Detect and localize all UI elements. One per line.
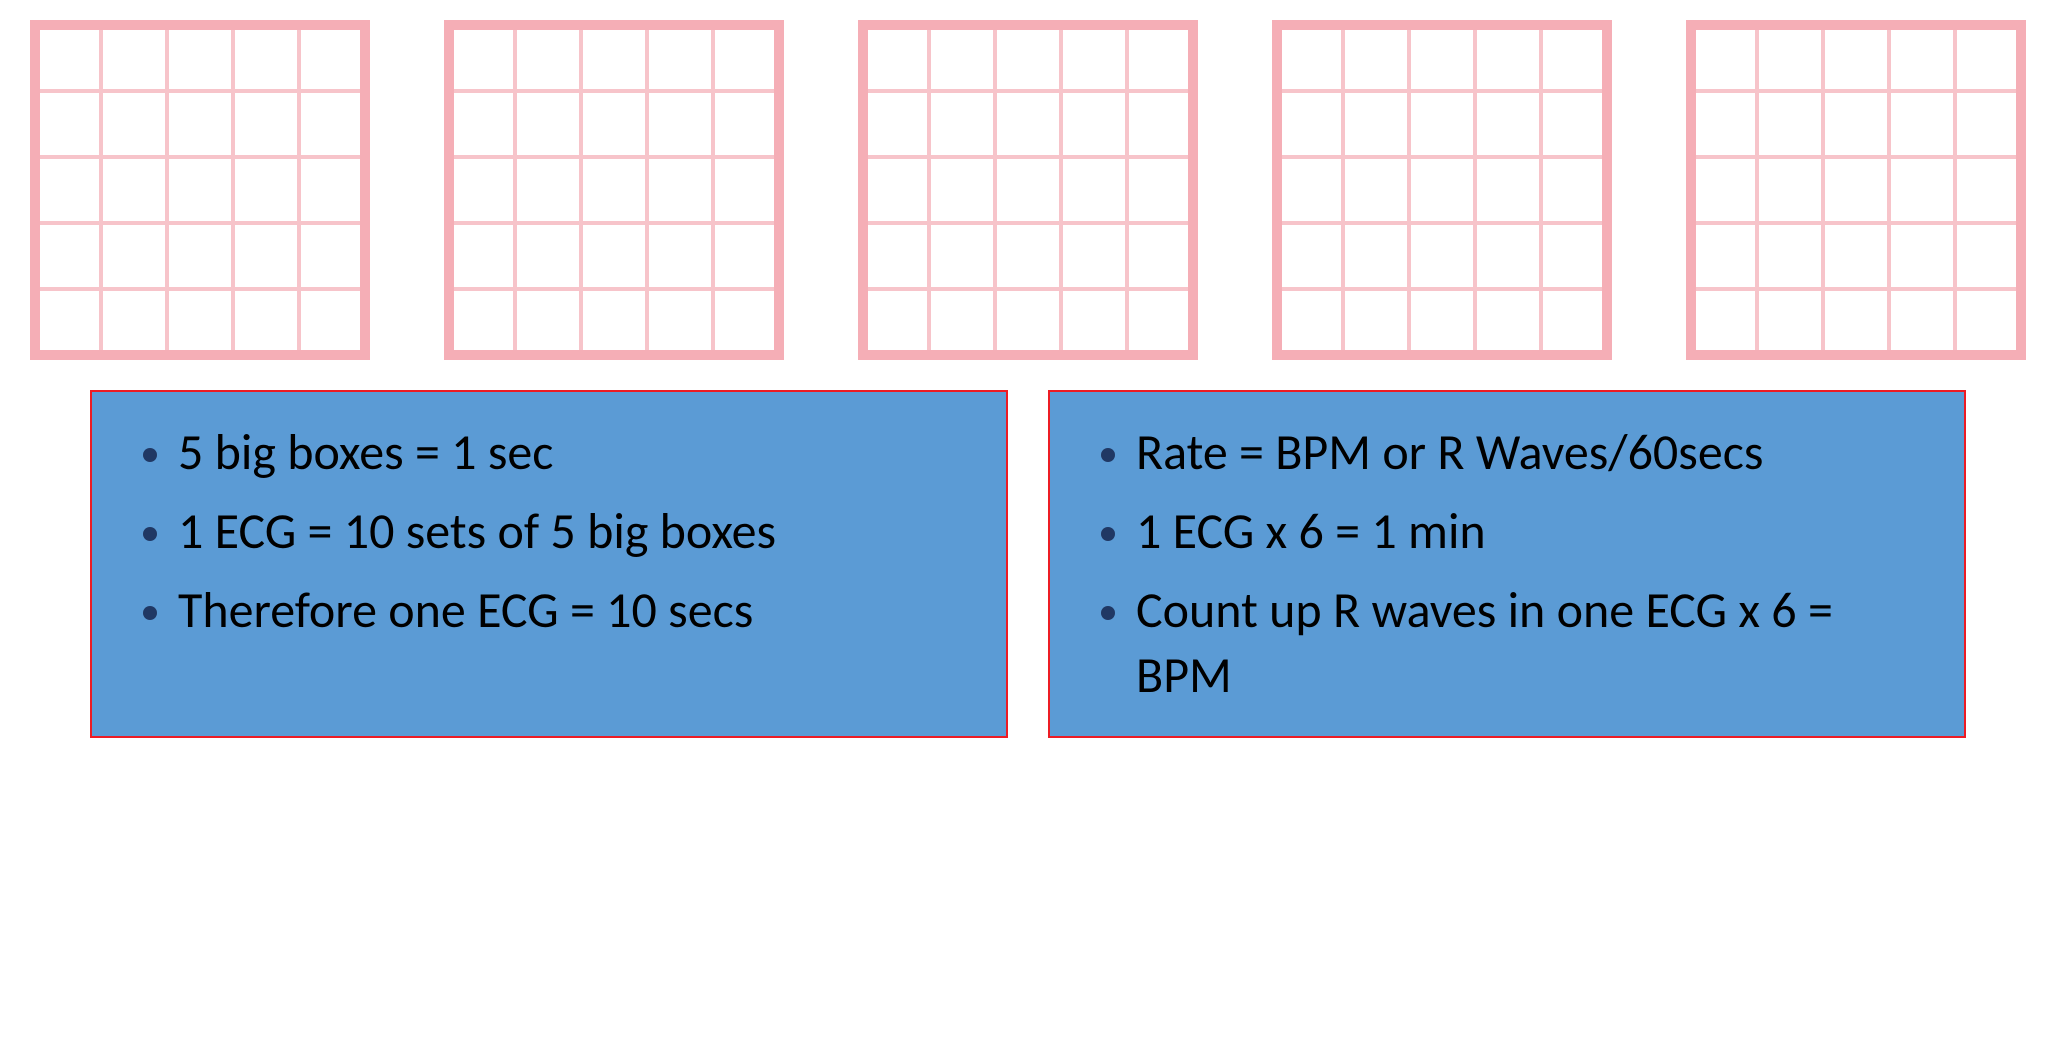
list-item: 1 ECG x 6 = 1 min (1136, 499, 1924, 564)
right-bullet-list: Rate = BPM or R Waves/60secs 1 ECG x 6 =… (1078, 420, 1924, 708)
list-item: Rate = BPM or R Waves/60secs (1136, 420, 1924, 485)
right-info-panel: Rate = BPM or R Waves/60secs 1 ECG x 6 =… (1048, 390, 1966, 738)
info-panels-row: 5 big boxes = 1 sec 1 ECG = 10 sets of 5… (0, 360, 2056, 738)
left-bullet-list: 5 big boxes = 1 sec 1 ECG = 10 sets of 5… (120, 420, 966, 643)
ecg-grid-box (1686, 20, 2026, 360)
ecg-grid-box (1272, 20, 1612, 360)
list-item: 5 big boxes = 1 sec (178, 420, 966, 485)
ecg-grid-row (0, 0, 2056, 360)
ecg-grid-box (858, 20, 1198, 360)
list-item: 1 ECG = 10 sets of 5 big boxes (178, 499, 966, 564)
ecg-grid-box (444, 20, 784, 360)
list-item: Count up R waves in one ECG x 6 = BPM (1136, 578, 1924, 708)
ecg-grid-box (30, 20, 370, 360)
list-item: Therefore one ECG = 10 secs (178, 578, 966, 643)
left-info-panel: 5 big boxes = 1 sec 1 ECG = 10 sets of 5… (90, 390, 1008, 738)
